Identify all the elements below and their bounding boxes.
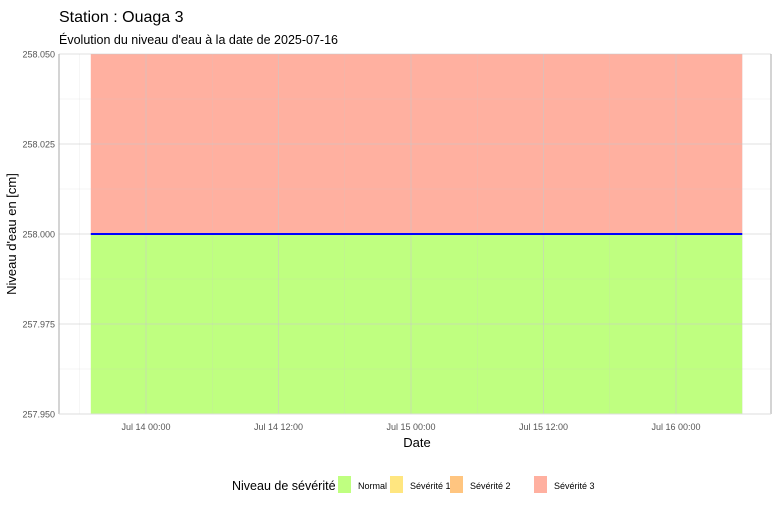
y-tick-label: 257.975 — [22, 320, 55, 330]
y-tick-label: 258.025 — [22, 140, 55, 150]
legend-swatch — [534, 476, 547, 493]
legend-swatch — [450, 476, 463, 493]
x-tick-label: Jul 16 00:00 — [651, 422, 700, 432]
legend-label: Sévérité 1 — [410, 481, 451, 491]
y-axis-label: Niveau d'eau en [cm] — [4, 173, 19, 295]
x-tick-label: Jul 14 00:00 — [121, 422, 170, 432]
x-axis-label: Date — [403, 435, 430, 450]
legend-title: Niveau de sévérité — [232, 479, 336, 493]
x-tick-label: Jul 14 12:00 — [254, 422, 303, 432]
legend: Niveau de sévérité Normal Sévérité 1 Sévéri… — [232, 476, 595, 493]
chart-subtitle: Évolution du niveau d'eau à la date de 2… — [59, 32, 338, 47]
y-tick-label: 258.000 — [22, 230, 55, 240]
legend-label: Normal — [358, 481, 387, 491]
x-tick-label: Jul 15 00:00 — [386, 422, 435, 432]
chart-title: Station : Ouaga 3 — [59, 9, 184, 26]
legend-label: Sévérité 3 — [554, 481, 595, 491]
y-tick-label: 257.950 — [22, 410, 55, 420]
legend-label: Sévérité 2 — [470, 481, 511, 491]
x-tick-label: Jul 15 12:00 — [519, 422, 568, 432]
y-tick-label: 258.050 — [22, 50, 55, 60]
legend-swatch — [390, 476, 403, 493]
legend-swatch — [338, 476, 351, 493]
